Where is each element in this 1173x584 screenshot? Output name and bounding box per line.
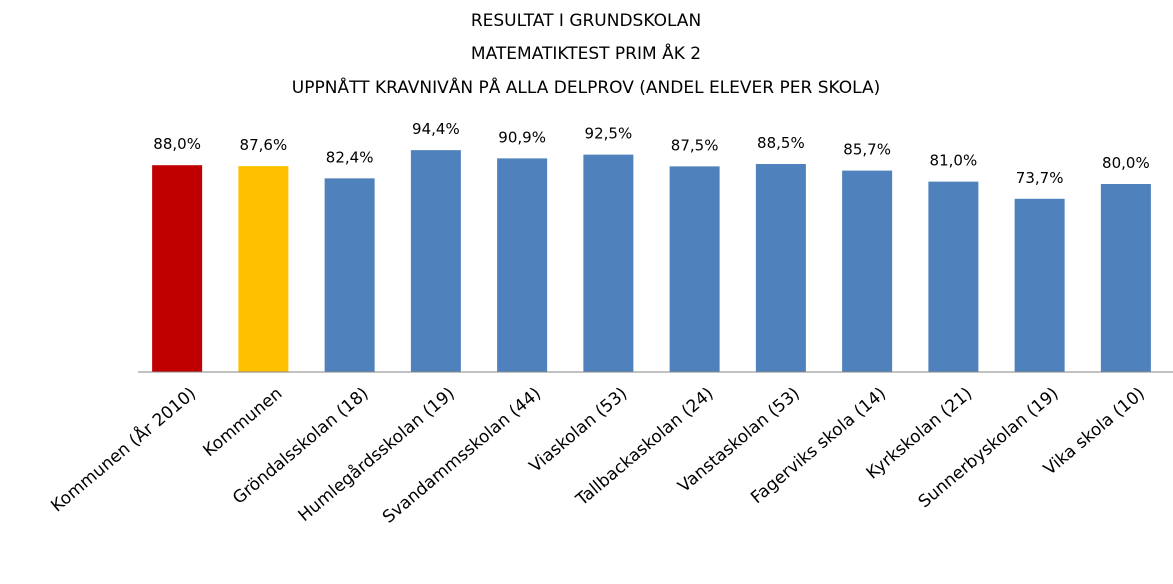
- data-label: 80,0%: [1102, 154, 1150, 172]
- data-label: 88,5%: [757, 134, 805, 152]
- bar: [324, 178, 375, 372]
- data-label: 87,5%: [671, 136, 719, 154]
- data-label: 85,7%: [843, 141, 891, 159]
- x-tick-label: Svandammsskolan (44): [379, 384, 545, 528]
- bar: [238, 166, 289, 372]
- bar: [755, 164, 806, 372]
- bar: [583, 154, 634, 372]
- x-tick-label: Kommunen: [199, 384, 286, 461]
- data-label: 87,6%: [240, 136, 288, 154]
- data-label: 73,7%: [1016, 169, 1064, 187]
- bar: [842, 170, 893, 372]
- chart-title: UPPNÅTT KRAVNIVÅN PÅ ALLA DELPROV (ANDEL…: [292, 76, 880, 98]
- x-tick-label: Humlegårdsskolan (19): [294, 383, 459, 526]
- chart-title: RESULTAT I GRUNDSKOLAN: [471, 11, 701, 31]
- data-label: 94,4%: [412, 120, 460, 138]
- bar: [928, 181, 979, 372]
- bar: [1100, 184, 1151, 372]
- bar: [152, 165, 203, 372]
- data-label: 88,0%: [153, 135, 201, 153]
- x-tick-label: Tallbackaskolan (24): [572, 384, 718, 511]
- x-tick-label: Kommunen (År 2010): [46, 382, 200, 516]
- data-label: 90,9%: [498, 128, 546, 146]
- bar: [669, 166, 720, 372]
- bar: [1014, 198, 1065, 372]
- x-tick-label: Sunnerbyskolan (19): [915, 384, 1063, 513]
- data-label: 92,5%: [585, 125, 633, 143]
- data-label: 82,4%: [326, 148, 374, 166]
- chart-title: MATEMATIKTEST PRIM ÅK 2: [471, 42, 701, 64]
- bar: [410, 150, 461, 372]
- data-label: 81,0%: [930, 152, 978, 170]
- bar: [497, 158, 548, 372]
